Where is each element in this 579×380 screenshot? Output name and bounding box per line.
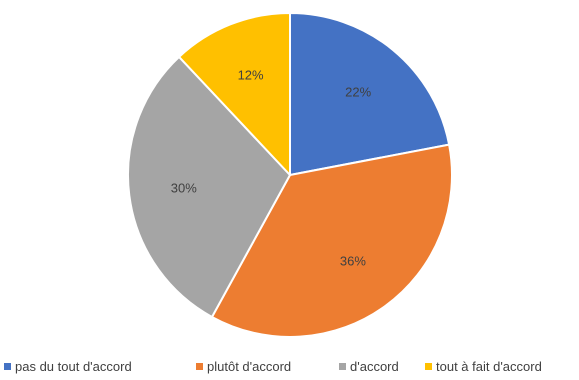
- legend-swatch-tout-a-fait-d-accord: [425, 363, 432, 370]
- pie-data-labels: 22% 36% 30% 12%: [171, 68, 372, 269]
- pie-slice-pas-du-tout-d-accord: [289, 12, 451, 176]
- pie-slice-plutot-d-accord: [210, 143, 453, 338]
- data-label-plutot-d-accord: 36%: [340, 254, 366, 269]
- pie-slice-d-accord: [127, 55, 291, 318]
- legend-item-plutot-d-accord: plutôt d'accord: [196, 359, 291, 374]
- legend-item-pas-du-tout-d-accord: pas du tout d'accord: [4, 359, 132, 374]
- pie-slices: [127, 12, 453, 338]
- legend-item-d-accord: d'accord: [339, 359, 399, 374]
- legend-swatch-plutot-d-accord: [196, 363, 203, 370]
- chart-legend: pas du tout d'accord plutôt d'accord d'acc…: [4, 359, 542, 374]
- legend-item-tout-a-fait-d-accord: tout à fait d'accord: [425, 359, 542, 374]
- legend-label-plutot-d-accord: plutôt d'accord: [207, 359, 291, 374]
- data-label-tout-a-fait-d-accord: 12%: [238, 68, 264, 83]
- data-label-d-accord: 30%: [171, 180, 197, 195]
- pie-slice-tout-a-fait-d-accord: [178, 12, 291, 176]
- data-label-pas-du-tout-d-accord: 22%: [345, 85, 371, 100]
- legend-label-tout-a-fait-d-accord: tout à fait d'accord: [436, 359, 542, 374]
- legend-label-pas-du-tout-d-accord: pas du tout d'accord: [15, 359, 132, 374]
- legend-swatch-d-accord: [339, 363, 346, 370]
- legend-swatch-pas-du-tout-d-accord: [4, 363, 11, 370]
- legend-label-d-accord: d'accord: [350, 359, 399, 374]
